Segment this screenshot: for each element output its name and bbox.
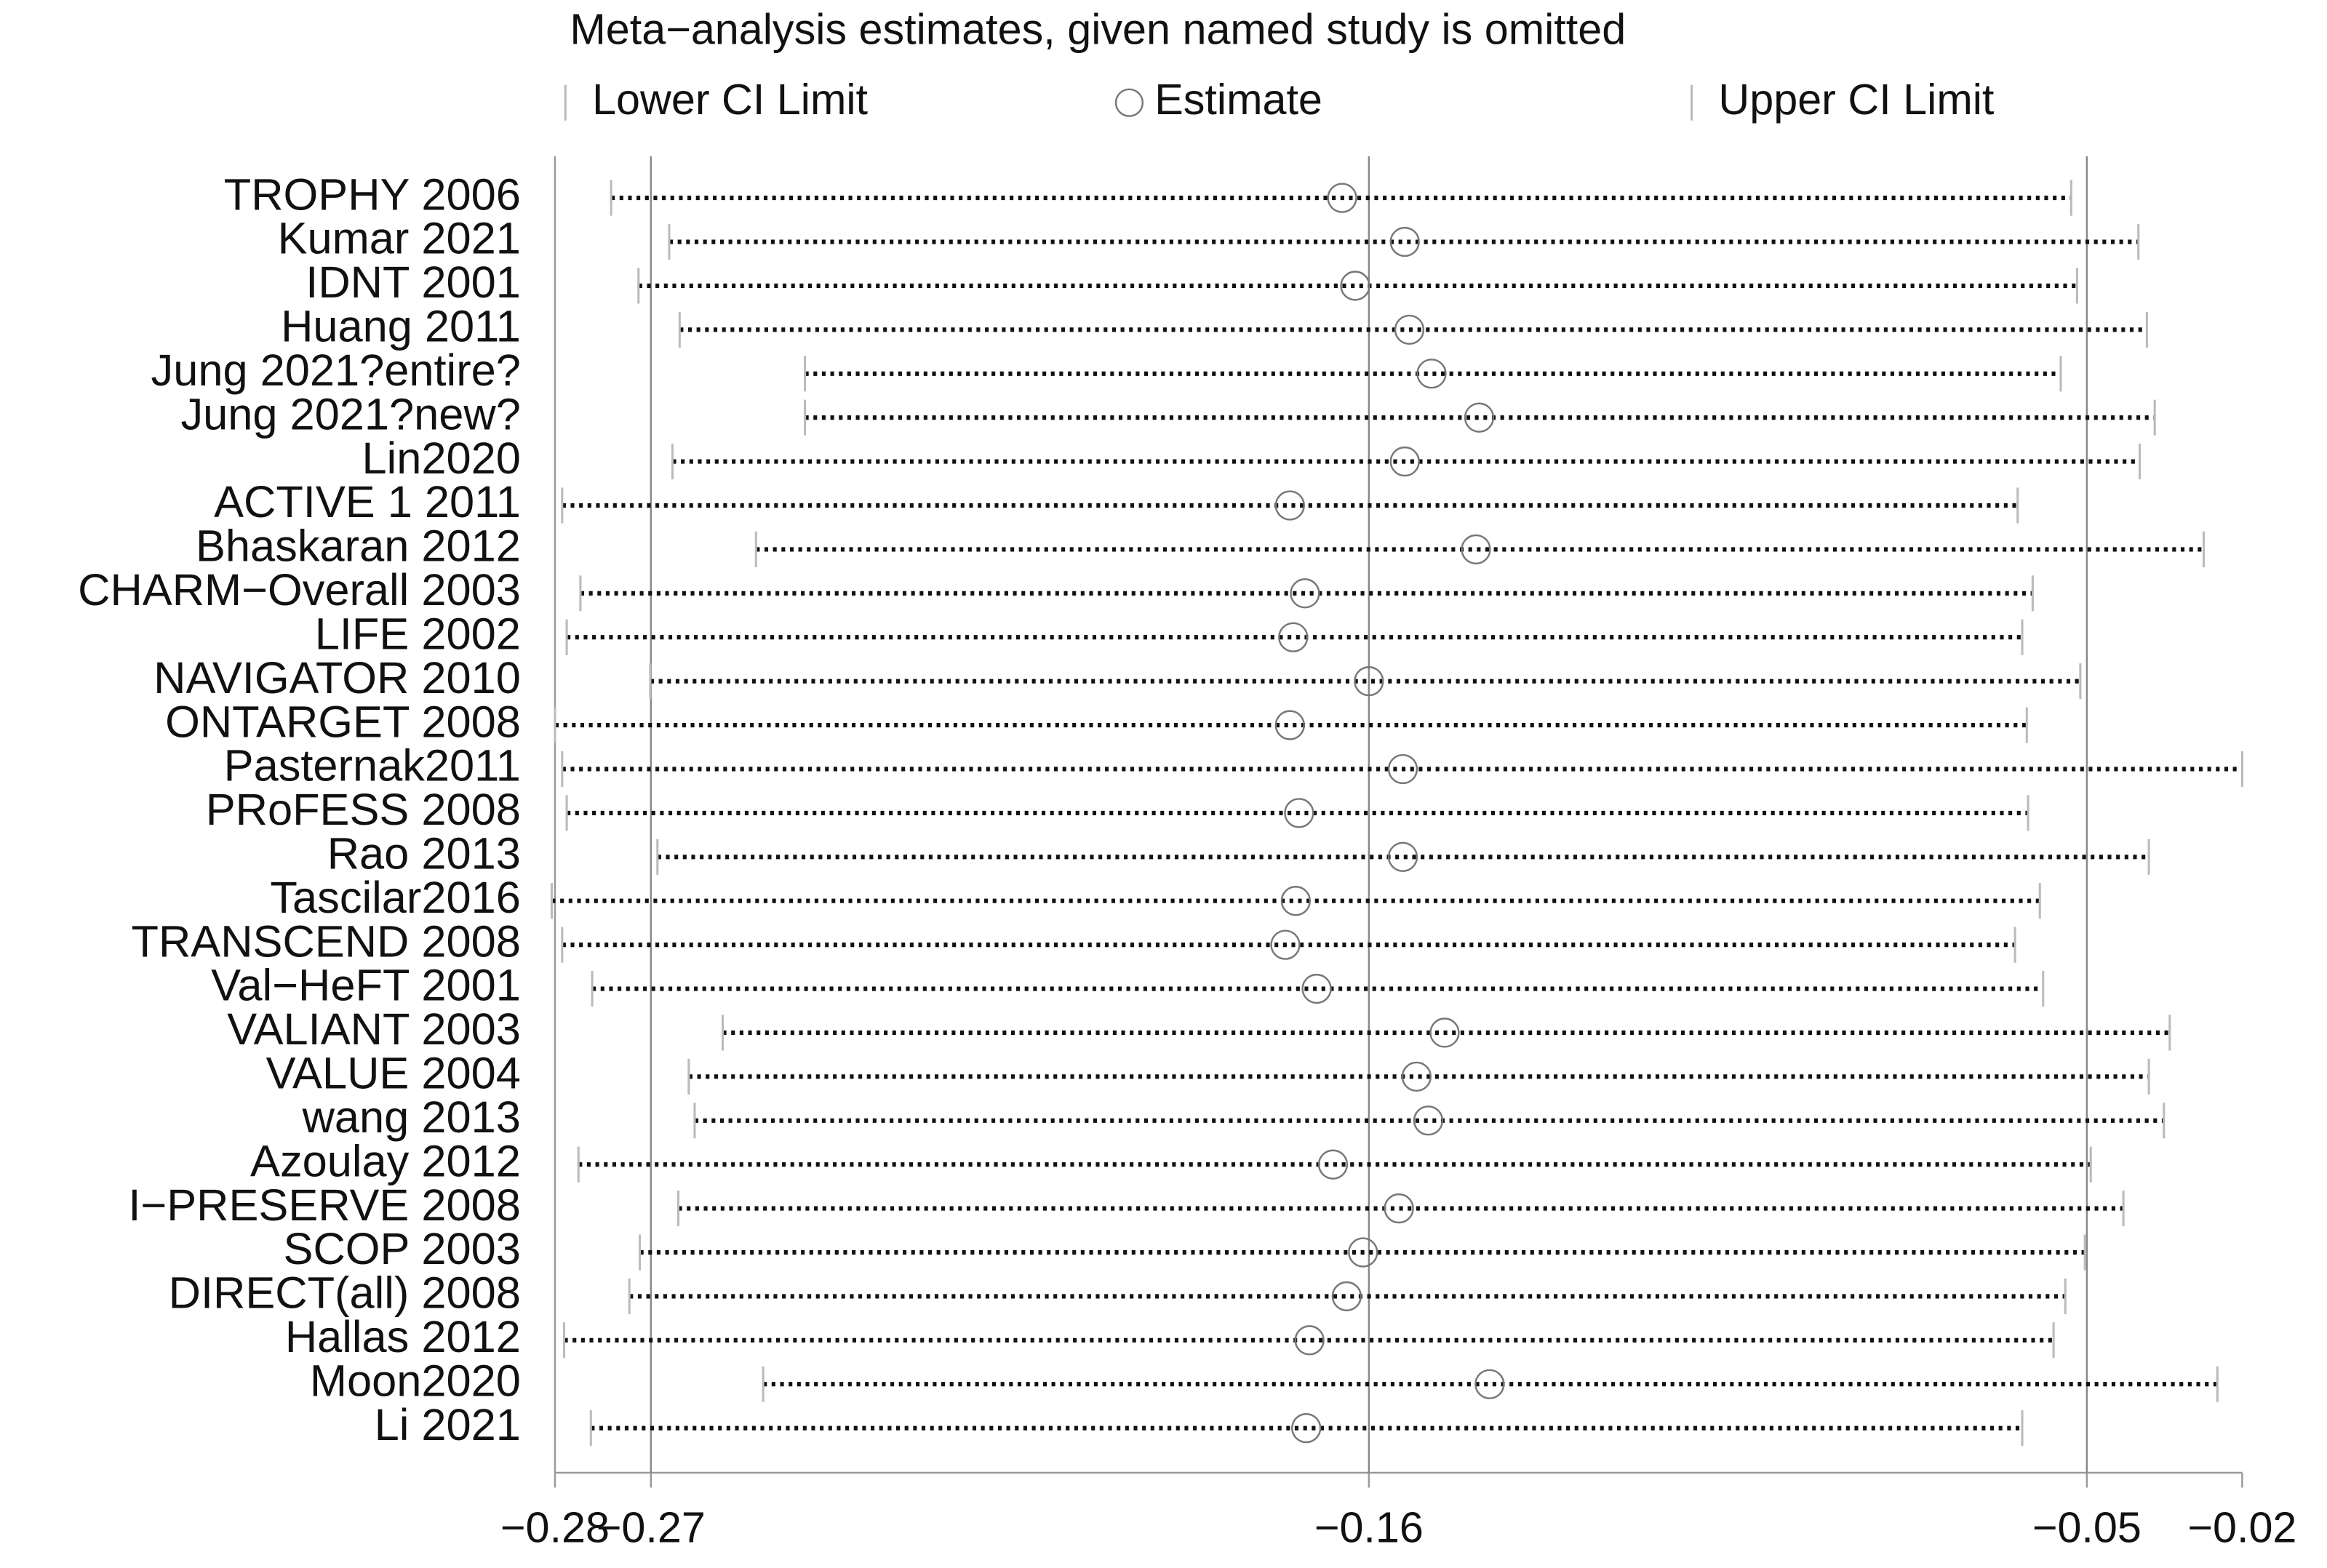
estimate-marker	[1278, 622, 1309, 652]
x-tick-label: −0.02	[2187, 1503, 2296, 1551]
estimate-marker	[1274, 490, 1305, 521]
estimate-marker	[1387, 841, 1418, 872]
estimate-marker	[1284, 798, 1314, 828]
estimate-marker	[1416, 359, 1447, 389]
y-tick-label: CHARM−Overall 2003	[78, 565, 521, 615]
y-tick-label: Rao 2013	[327, 829, 521, 879]
y-tick-label: Tascilar2016	[270, 873, 521, 923]
legend-label: Upper CI Limit	[1718, 75, 1994, 124]
estimate-marker	[1327, 183, 1357, 213]
y-tick-label: LIFE 2002	[315, 609, 521, 659]
estimate-marker	[1474, 1369, 1505, 1399]
y-tick-label: Lin2020	[362, 433, 520, 484]
y-tick-label: IDNT 2001	[306, 257, 521, 308]
y-tick-label: I−PRESERVE 2008	[128, 1180, 521, 1231]
estimate-marker	[1291, 1412, 1322, 1444]
y-tick-label: Li 2021	[375, 1400, 521, 1450]
y-tick-label: Jung 2021?new?	[180, 389, 520, 439]
estimate-marker	[1461, 534, 1491, 565]
y-tick-label: SCOP 2003	[284, 1224, 521, 1274]
estimate-marker	[1389, 226, 1420, 257]
y-tick-label: Kumar 2021	[278, 214, 521, 264]
legend-label: Lower CI Limit	[592, 75, 868, 124]
y-tick-label: ONTARGET 2008	[165, 697, 521, 747]
y-tick-label: Hallas 2012	[285, 1312, 521, 1362]
y-tick-label: Azoulay 2012	[250, 1136, 521, 1186]
estimate-marker	[1387, 753, 1418, 785]
y-tick-label: PRoFESS 2008	[206, 785, 521, 835]
y-tick-label: Huang 2011	[281, 302, 521, 352]
y-tick-label: Jung 2021?entire?	[151, 345, 521, 396]
estimate-marker	[1270, 929, 1301, 960]
estimate-marker	[1280, 886, 1312, 916]
y-tick-label: TRANSCEND 2008	[132, 916, 521, 967]
y-tick-label: wang 2013	[302, 1092, 521, 1143]
y-tick-label: Bhaskaran 2012	[196, 521, 521, 572]
estimate-marker	[1401, 1061, 1432, 1092]
y-tick-label: Moon2020	[310, 1356, 521, 1406]
estimate-marker	[1301, 973, 1332, 1004]
estimate-marker	[1317, 1149, 1349, 1180]
y-tick-label: NAVIGATOR 2010	[153, 653, 521, 703]
estimate-marker	[1331, 1281, 1362, 1312]
legend-label: Estimate	[1154, 75, 1322, 124]
y-tick-label: Pasternak2011	[224, 741, 521, 791]
estimate-marker	[1429, 1017, 1460, 1048]
x-tick-label: −0.16	[1314, 1503, 1424, 1551]
x-tick-label: −0.28	[500, 1503, 610, 1551]
x-tick-label: −0.05	[2032, 1503, 2142, 1551]
estimate-marker	[1354, 665, 1384, 697]
y-tick-label: TROPHY 2006	[224, 169, 521, 220]
estimate-marker	[1384, 1193, 1414, 1224]
y-tick-label: VALUE 2004	[266, 1049, 521, 1099]
estimate-marker	[1389, 446, 1420, 477]
estimate-marker	[1464, 402, 1495, 433]
x-tick-label: −0.27	[596, 1503, 706, 1551]
estimate-marker	[1340, 271, 1370, 301]
legend-symbol	[1114, 88, 1144, 117]
y-tick-label: VALIANT 2003	[227, 1004, 521, 1055]
estimate-marker	[1290, 578, 1320, 609]
estimate-marker	[1294, 1325, 1325, 1356]
y-tick-label: DIRECT(all) 2008	[169, 1268, 521, 1319]
y-tick-label: ACTIVE 1 2011	[214, 477, 521, 527]
estimate-marker	[1413, 1105, 1444, 1136]
chart-title: Meta−analysis estimates, given named stu…	[570, 5, 1626, 54]
estimate-marker	[1394, 314, 1425, 345]
estimate-marker	[1274, 710, 1305, 740]
estimate-marker	[1348, 1237, 1378, 1268]
y-tick-label: Val−HeFT 2001	[211, 961, 521, 1011]
